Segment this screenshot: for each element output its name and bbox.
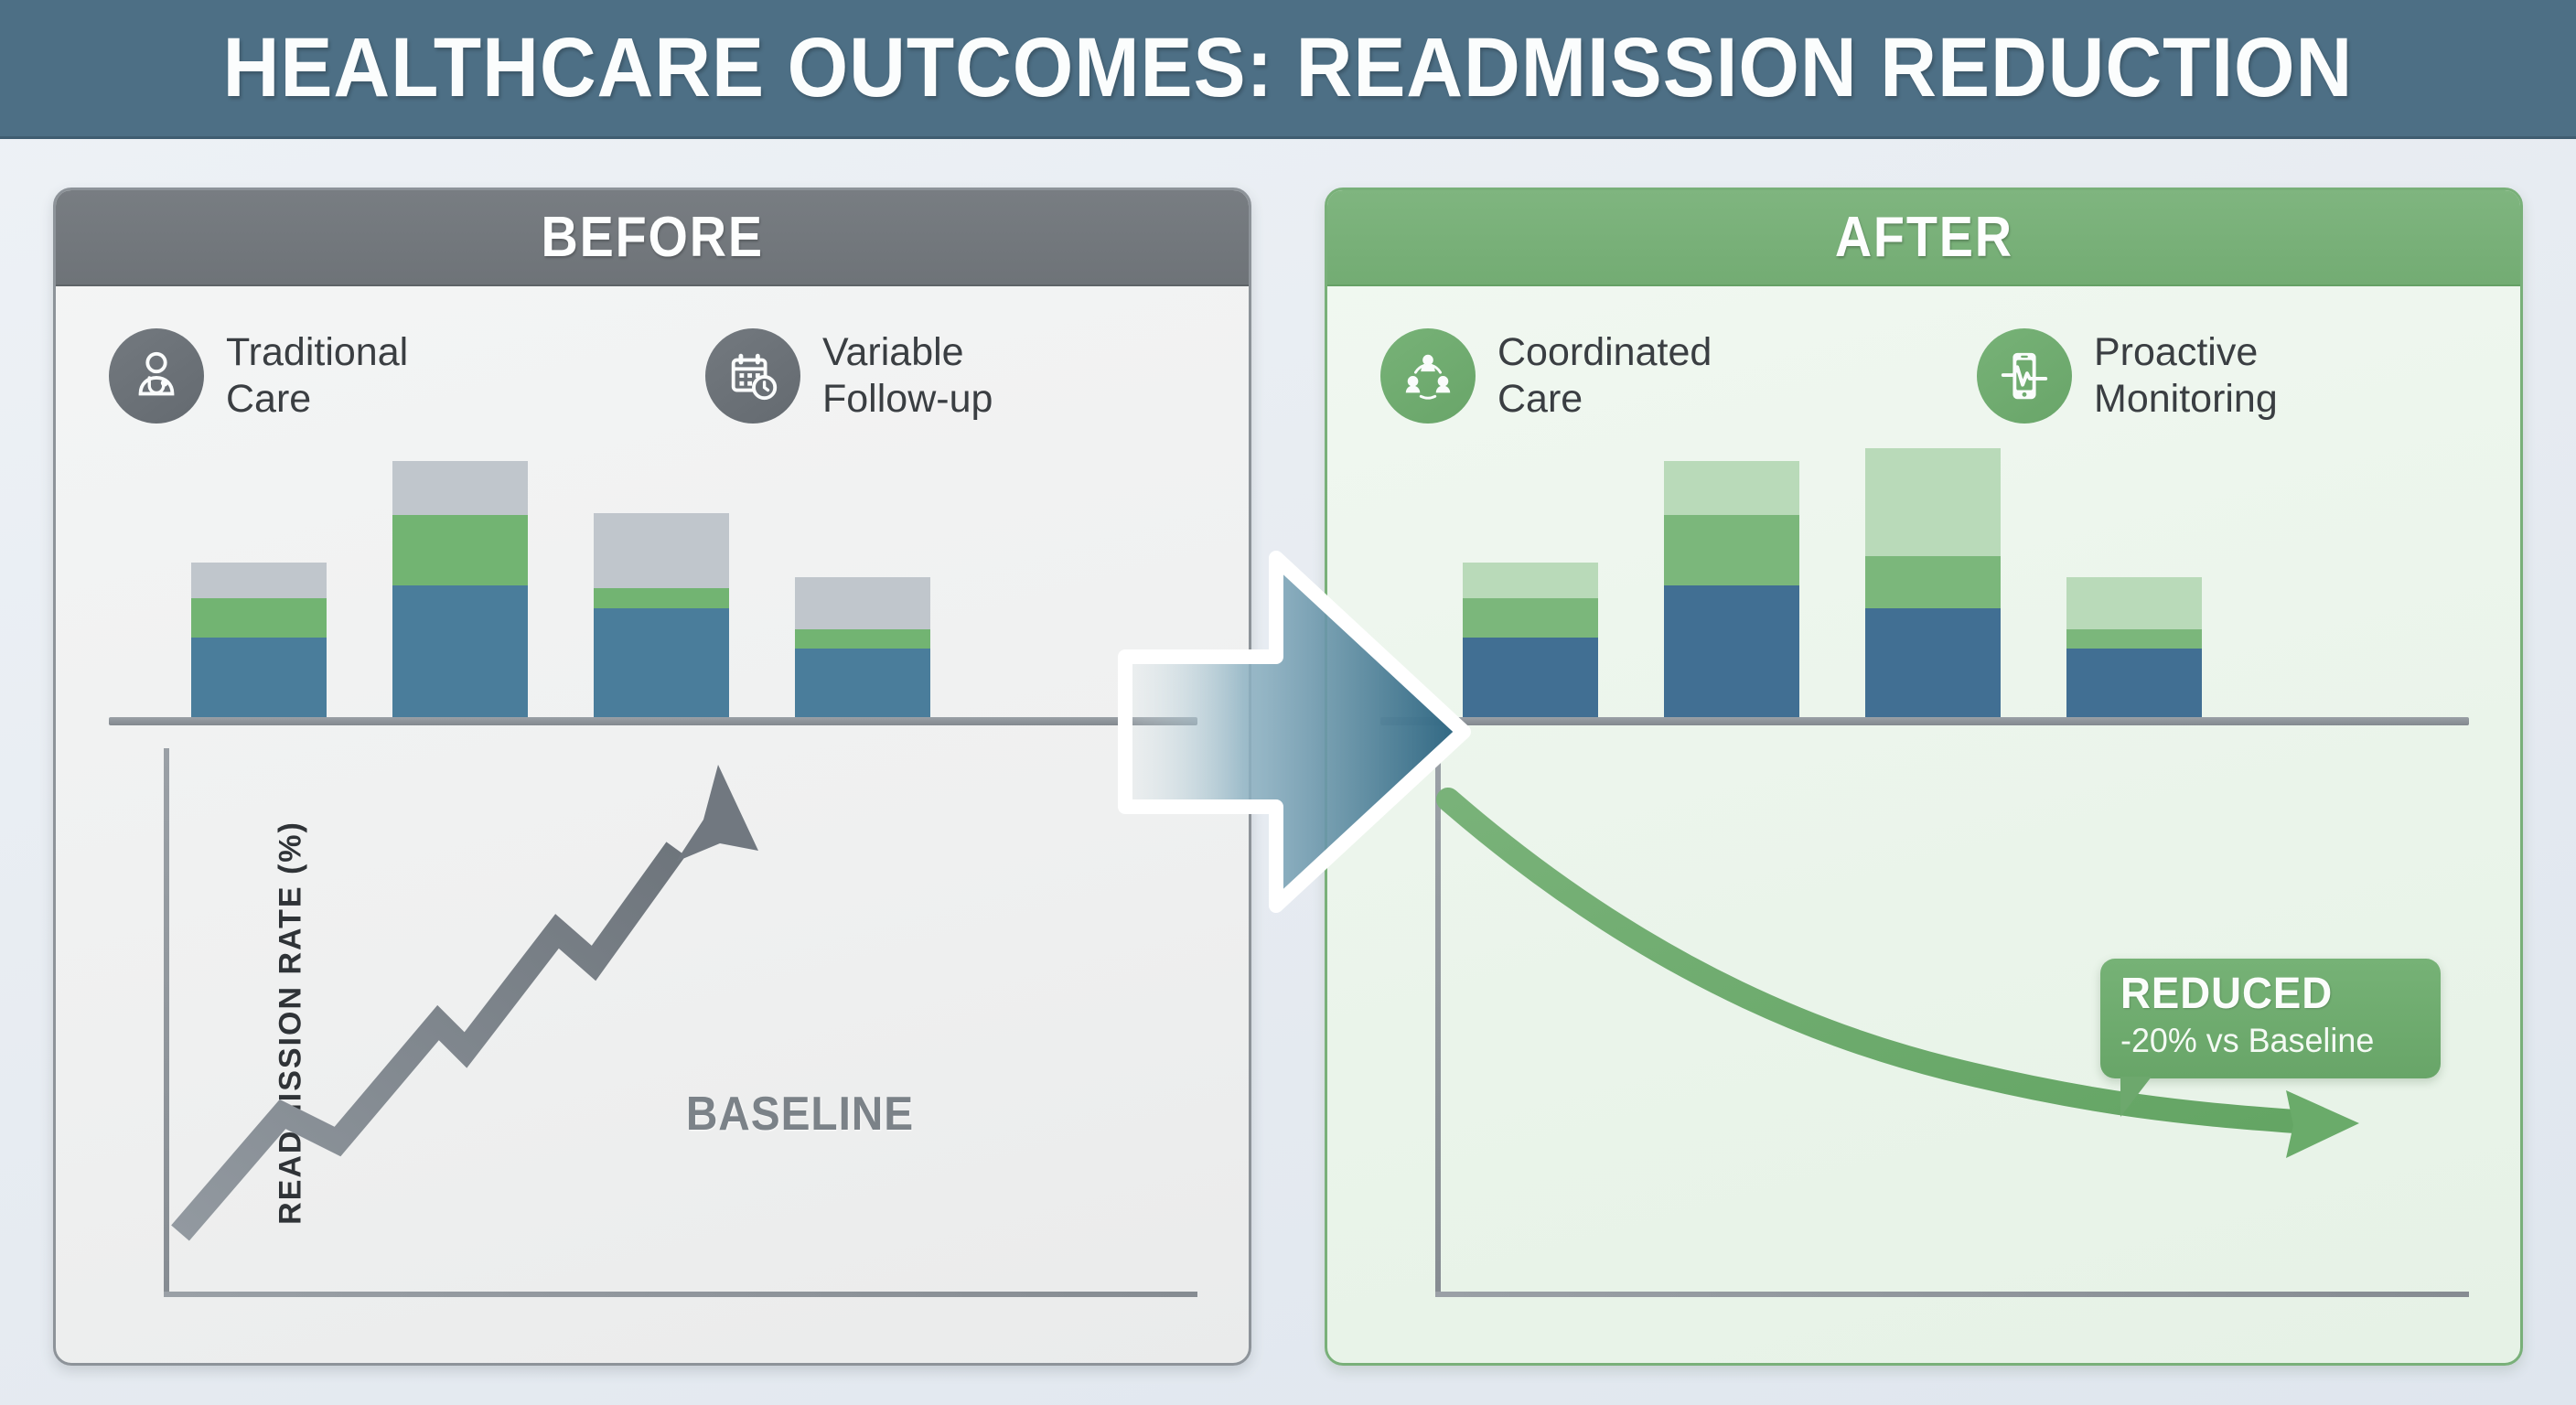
after-panel: AFTER Coordinated xyxy=(1325,188,2523,1366)
bar-chart-axis xyxy=(109,717,1197,725)
bar-segment xyxy=(191,638,327,717)
bar-segment xyxy=(2066,629,2202,649)
bar-segment xyxy=(795,577,930,630)
y-axis xyxy=(1435,748,1441,1297)
table-row xyxy=(2066,577,2202,717)
feature-coordinated-care: Coordinated Care xyxy=(1327,307,1924,445)
feature-proactive-monitoring: Proactive Monitoring xyxy=(1924,307,2520,445)
bar-segment xyxy=(191,563,327,599)
before-bar-chart xyxy=(109,451,1197,725)
after-bar-chart xyxy=(1380,447,2469,725)
people-network-icon xyxy=(1380,328,1476,424)
bar-segment xyxy=(1463,598,1598,638)
baseline-trend-arrow xyxy=(171,765,758,1241)
reduction-trend-arrow xyxy=(1436,788,2359,1158)
bar-segment xyxy=(1865,556,2001,609)
after-trend-chart xyxy=(1435,748,2469,1297)
after-panel-label: AFTER xyxy=(1834,206,2013,269)
doctor-icon xyxy=(109,328,204,424)
table-row xyxy=(392,460,528,717)
bar-segment xyxy=(1664,460,1799,515)
bar-segment xyxy=(594,587,729,609)
before-trend-chart: READMISSION RATE (%) BASELINE xyxy=(164,748,1197,1297)
callout-subtitle: -20% vs Baseline xyxy=(2120,1022,2375,1060)
bar-segment xyxy=(1463,638,1598,717)
feature-label: Coordinated Care xyxy=(1497,330,1712,421)
feature-variable-followup: Variable Follow-up xyxy=(652,307,1249,445)
bar-segment xyxy=(594,608,729,717)
bar-chart-axis xyxy=(1380,717,2469,725)
x-axis xyxy=(164,1292,1197,1297)
table-row xyxy=(594,512,729,717)
bar-segment xyxy=(795,629,930,649)
bar-segment xyxy=(1664,585,1799,717)
before-feature-list: Traditional Care xyxy=(56,307,1249,445)
callout-title: REDUCED xyxy=(2120,970,2334,1018)
bar-segment xyxy=(1463,563,1598,599)
bar-segment xyxy=(2066,577,2202,630)
bar-segment xyxy=(1865,608,2001,717)
bar-segment xyxy=(594,512,729,588)
x-axis xyxy=(1435,1292,2469,1297)
table-row xyxy=(1463,563,1598,717)
bar-segment xyxy=(392,585,528,717)
bar-segment xyxy=(1664,514,1799,586)
table-row xyxy=(1865,447,2001,717)
bar-segment xyxy=(795,648,930,717)
page-title: HEALTHCARE OUTCOMES: READMISSION REDUCTI… xyxy=(222,21,2354,114)
after-feature-list: Coordinated Care Proactive Monitoring xyxy=(1327,307,2520,445)
page-title-bar: HEALTHCARE OUTCOMES: READMISSION REDUCTI… xyxy=(0,0,2576,139)
bar-segment xyxy=(392,460,528,515)
baseline-label: BASELINE xyxy=(685,1088,915,1141)
feature-label: Variable Follow-up xyxy=(822,330,993,421)
reduction-callout-badge: REDUCED -20% vs Baseline xyxy=(2100,959,2441,1117)
feature-label: Proactive Monitoring xyxy=(2094,330,2278,421)
before-panel-header: BEFORE xyxy=(56,190,1249,286)
calendar-clock-icon xyxy=(705,328,800,424)
phone-heartbeat-icon xyxy=(1977,328,2072,424)
bar-segment xyxy=(2066,648,2202,717)
table-row xyxy=(1664,460,1799,717)
table-row xyxy=(795,577,930,717)
bar-segment xyxy=(191,598,327,638)
after-panel-header: AFTER xyxy=(1327,190,2520,286)
bar-segment xyxy=(392,514,528,586)
feature-label: Traditional Care xyxy=(226,330,409,421)
before-panel-label: BEFORE xyxy=(541,206,764,269)
feature-traditional-care: Traditional Care xyxy=(56,307,652,445)
bar-segment xyxy=(1865,447,2001,557)
before-panel: BEFORE Traditional Care xyxy=(53,188,1251,1366)
table-row xyxy=(191,563,327,717)
y-axis xyxy=(164,748,169,1297)
